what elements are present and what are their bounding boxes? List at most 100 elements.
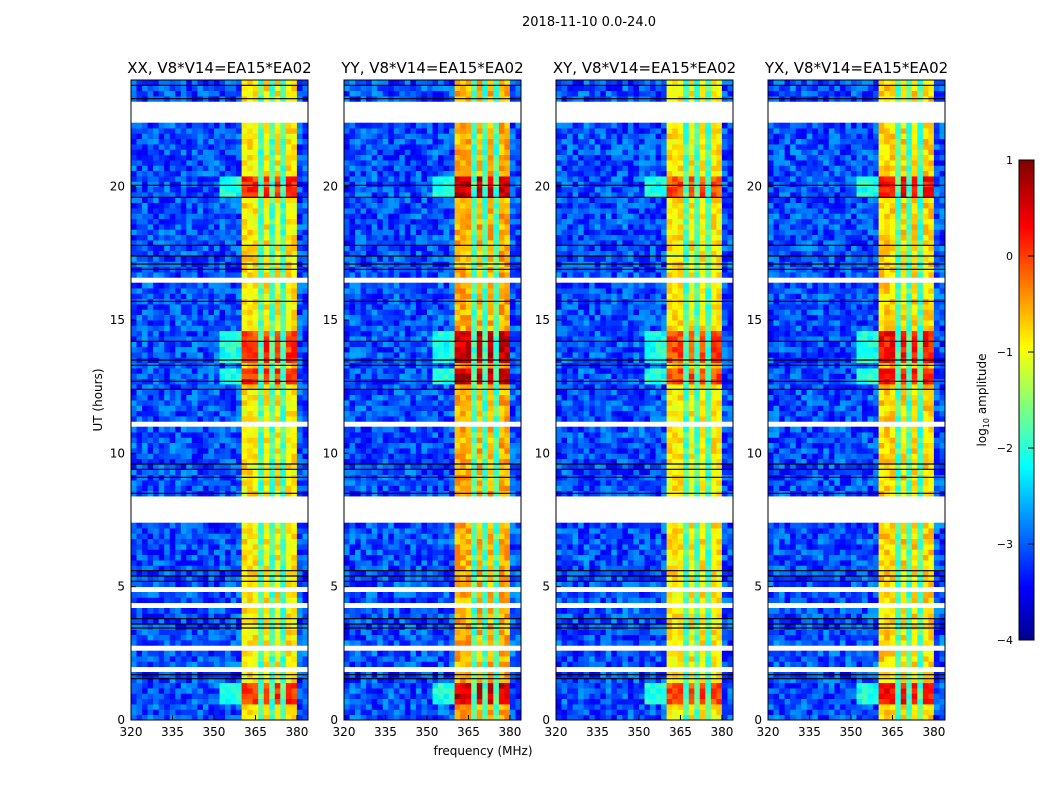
heatmap-cell [181, 539, 187, 545]
heatmap-cell [269, 704, 275, 710]
heatmap-cell [388, 469, 394, 475]
heatmap-cell [131, 411, 137, 417]
heatmap-cell [291, 197, 297, 203]
heatmap-cell [264, 651, 270, 657]
heatmap-cell [142, 219, 148, 225]
heatmap-cell [504, 411, 510, 417]
heatmap-cell [242, 229, 248, 235]
heatmap-cell [275, 400, 281, 406]
heatmap-cell [444, 624, 450, 630]
heatmap-cell [377, 656, 383, 662]
heatmap-cell [291, 683, 297, 689]
heatmap-cell [258, 709, 264, 715]
heatmap-cell [175, 245, 181, 251]
heatmap-cell [181, 213, 187, 219]
heatmap-cell [225, 528, 231, 534]
heatmap-cell [416, 560, 422, 566]
heatmap-cell [455, 411, 461, 417]
heatmap-cell [186, 347, 192, 353]
heatmap-cell [203, 128, 209, 134]
heatmap-cell [181, 373, 187, 379]
heatmap-cell [242, 629, 248, 635]
heatmap-cell [449, 480, 455, 486]
heatmap-cell [286, 155, 292, 161]
heatmap-cell [220, 208, 226, 214]
heatmap-cell [137, 661, 143, 667]
heatmap-cell [208, 635, 214, 641]
heatmap-cell [416, 400, 422, 406]
heatmap-cell [297, 133, 303, 139]
heatmap-cell [131, 155, 137, 161]
heatmap-cell [416, 544, 422, 550]
heatmap-cell [471, 544, 477, 550]
heatmap-cell [197, 213, 203, 219]
heatmap-cell [286, 533, 292, 539]
heatmap-cell [377, 528, 383, 534]
heatmap-cell [186, 635, 192, 641]
heatmap-cell [383, 469, 389, 475]
heatmap-cell [148, 283, 154, 289]
heatmap-cell [280, 288, 286, 294]
heatmap-cell [203, 347, 209, 353]
heatmap-cell [344, 437, 350, 443]
heatmap-cell [253, 581, 259, 587]
heatmap-cell [159, 629, 165, 635]
heatmap-cell [181, 448, 187, 454]
heatmap-cell [164, 661, 170, 667]
heatmap-cell [455, 416, 461, 422]
heatmap-cell [377, 629, 383, 635]
heatmap-cell [142, 432, 148, 438]
heatmap-cell [247, 635, 253, 641]
heatmap-cell [159, 651, 165, 657]
heatmap-cell [394, 480, 400, 486]
heatmap-cell [142, 373, 148, 379]
heatmap-cell [153, 523, 159, 529]
heatmap-cell [361, 635, 367, 641]
heatmap-cell [247, 480, 253, 486]
heatmap-cell [164, 688, 170, 694]
heatmap-cell [164, 213, 170, 219]
heatmap-cell [291, 256, 297, 262]
heatmap-cell [192, 581, 198, 587]
heatmap-cell [131, 139, 137, 145]
heatmap-cell [388, 443, 394, 449]
heatmap-cell [444, 437, 450, 443]
heatmap-cell [220, 373, 226, 379]
heatmap-cell [466, 485, 472, 491]
heatmap-cell [253, 533, 259, 539]
heatmap-cell [264, 405, 270, 411]
heatmap-cell [175, 283, 181, 289]
heatmap-cell [208, 549, 214, 555]
heatmap-cell [297, 411, 303, 417]
heatmap-cell [236, 480, 242, 486]
heatmap-cell [164, 149, 170, 155]
heatmap-cell [131, 224, 137, 230]
heatmap-cell [297, 128, 303, 134]
heatmap-cell [258, 635, 264, 641]
heatmap-cell [242, 187, 248, 193]
heatmap-cell [253, 347, 259, 353]
heatmap-cell [131, 213, 137, 219]
heatmap-cell [449, 704, 455, 710]
heatmap-cell [350, 405, 356, 411]
heatmap-cell [225, 651, 231, 657]
heatmap-cell [421, 581, 427, 587]
heatmap-cell [471, 699, 477, 705]
heatmap-cell [220, 709, 226, 715]
heatmap-cell [388, 523, 394, 529]
heatmap-cell [504, 544, 510, 550]
heatmap-cell [148, 427, 154, 433]
heatmap-cell [208, 187, 214, 193]
heatmap-cell [142, 203, 148, 209]
heatmap-cell [231, 352, 237, 358]
heatmap-cell [214, 341, 220, 347]
heatmap-cell [137, 341, 143, 347]
heatmap-cell [477, 448, 483, 454]
heatmap-cell [208, 389, 214, 395]
heatmap-cell [377, 635, 383, 641]
heatmap-cell [372, 528, 378, 534]
heatmap-cell [181, 592, 187, 598]
heatmap-cell [247, 411, 253, 417]
heatmap-cell [203, 555, 209, 561]
heatmap-cell [236, 213, 242, 219]
